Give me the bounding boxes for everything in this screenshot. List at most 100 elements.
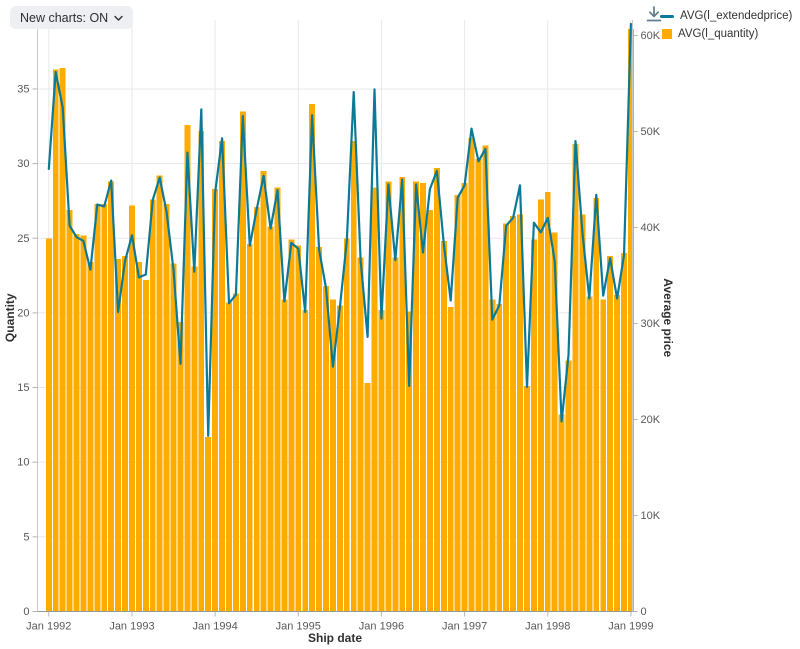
- bar-avg-quantity: [586, 296, 593, 612]
- new-charts-toggle[interactable]: New charts: ON: [10, 6, 134, 29]
- bar-avg-quantity: [378, 309, 385, 612]
- bar-avg-quantity: [427, 209, 433, 612]
- bar-avg-quantity: [205, 436, 212, 612]
- bar-avg-quantity: [551, 232, 558, 612]
- download-button[interactable]: [645, 5, 663, 25]
- bar-avg-quantity: [364, 383, 371, 612]
- x-axis-tick-label: Jan 1992: [26, 621, 71, 633]
- bar-avg-quantity: [482, 145, 489, 612]
- bar-avg-quantity: [73, 233, 80, 612]
- bar-avg-quantity: [288, 239, 295, 612]
- bar-avg-quantity: [565, 360, 572, 612]
- bar-avg-quantity: [593, 197, 600, 612]
- bar-avg-quantity: [621, 253, 627, 612]
- bar-avg-quantity: [475, 159, 482, 612]
- bar-avg-quantity: [461, 183, 468, 612]
- bar-avg-quantity: [323, 286, 329, 612]
- x-axis-tick-label: Jan 1996: [359, 621, 404, 633]
- bar-avg-quantity: [524, 386, 530, 612]
- bar-avg-quantity: [274, 187, 281, 612]
- y-axis-left-tick-label: 5: [23, 531, 29, 543]
- y-axis-left-tick-label: 20: [17, 307, 29, 319]
- bar-avg-quantity: [198, 130, 205, 612]
- chevron-down-icon: [114, 12, 123, 21]
- y-axis-left-title: Quantity: [3, 293, 17, 342]
- bar-avg-quantity: [80, 235, 87, 612]
- x-axis-tick-label: Jan 1998: [525, 621, 570, 633]
- line-avg-extendedprice: [47, 22, 633, 437]
- bar-avg-quantity: [52, 69, 59, 612]
- x-axis-tick-label: Jan 1993: [109, 621, 154, 633]
- bar-avg-quantity: [246, 244, 253, 612]
- bar-avg-quantity: [163, 203, 170, 612]
- bar-avg-quantity: [489, 299, 496, 612]
- line-marker-icon: [660, 14, 674, 18]
- y-axis-right-tick-label: 50K: [641, 126, 661, 138]
- bar-avg-quantity: [627, 29, 634, 612]
- legend-item-extendedprice[interactable]: AVG(l_extendedprice): [660, 7, 798, 25]
- bar-avg-quantity: [503, 223, 510, 612]
- y-axis-right-tick-label: 0: [641, 606, 647, 618]
- bar-avg-quantity: [399, 177, 406, 612]
- bar-avg-quantity: [433, 168, 440, 612]
- bar-avg-quantity: [260, 171, 267, 612]
- bar-avg-quantity: [219, 141, 225, 612]
- bar-avg-quantity: [406, 311, 413, 612]
- bar-avg-quantity: [558, 414, 565, 612]
- download-icon: [646, 6, 662, 22]
- bar-avg-quantity: [572, 144, 579, 612]
- y-axis-right-tick-label: 10K: [641, 510, 661, 522]
- legend-item-quantity[interactable]: AVG(l_quantity): [660, 25, 798, 43]
- bar-avg-quantity: [579, 214, 586, 612]
- bar-avg-quantity: [413, 181, 420, 612]
- bar-avg-quantity: [385, 181, 392, 612]
- bar-avg-quantity: [94, 203, 101, 612]
- x-axis-tick-label: Jan 1995: [276, 621, 321, 633]
- bar-avg-quantity: [232, 293, 239, 612]
- y-axis-right-tick-label: 40K: [641, 222, 661, 234]
- bar-avg-quantity: [510, 215, 517, 612]
- y-axis-left-tick-label: 0: [23, 606, 29, 618]
- bar-avg-quantity: [496, 303, 503, 612]
- bar-avg-quantity: [149, 199, 156, 612]
- bar-avg-quantity: [108, 181, 115, 612]
- bar-avg-quantity: [184, 124, 191, 612]
- bar-avg-quantity: [447, 306, 454, 612]
- bar-avg-quantity: [420, 183, 426, 612]
- y-axis-left-tick-label: 35: [17, 83, 29, 95]
- bar-avg-quantity: [281, 299, 288, 612]
- bar-avg-quantity: [267, 226, 274, 612]
- legend-label: AVG(l_extendedprice): [680, 10, 793, 22]
- x-axis-tick-label: Jan 1997: [442, 621, 487, 633]
- bar-avg-quantity: [392, 257, 399, 612]
- bar-avg-quantity: [170, 263, 177, 612]
- bar-avg-quantity: [253, 206, 260, 612]
- bar-avg-quantity: [440, 241, 447, 612]
- bar-avg-quantity: [66, 209, 73, 612]
- y-axis-right-title: Average price: [661, 278, 675, 357]
- x-axis-tick-label: Jan 1994: [192, 621, 237, 633]
- bar-avg-quantity: [115, 259, 122, 612]
- bar-avg-quantity: [191, 266, 198, 612]
- legend-label: AVG(l_quantity): [678, 28, 759, 40]
- bar-avg-quantity: [156, 175, 163, 612]
- bar-avg-quantity: [142, 280, 149, 612]
- bar-avg-quantity: [517, 214, 523, 612]
- bar-avg-quantity: [343, 238, 350, 612]
- bar-avg-quantity: [87, 262, 94, 612]
- bar-avg-quantity: [59, 68, 66, 612]
- bar-avg-quantity: [302, 309, 309, 612]
- bar-avg-quantity: [177, 321, 184, 612]
- bar-avg-quantity: [600, 299, 607, 612]
- bar-avg-quantity: [537, 199, 544, 612]
- bar-avg-quantity: [329, 299, 336, 612]
- bar-avg-quantity: [212, 188, 219, 612]
- bar-avg-quantity: [454, 194, 461, 612]
- bar-avg-quantity: [226, 302, 232, 612]
- x-axis-title: Ship date: [308, 631, 362, 645]
- square-marker-icon: [662, 29, 672, 39]
- bar-avg-quantity: [101, 203, 108, 612]
- bar-avg-quantity: [316, 247, 323, 612]
